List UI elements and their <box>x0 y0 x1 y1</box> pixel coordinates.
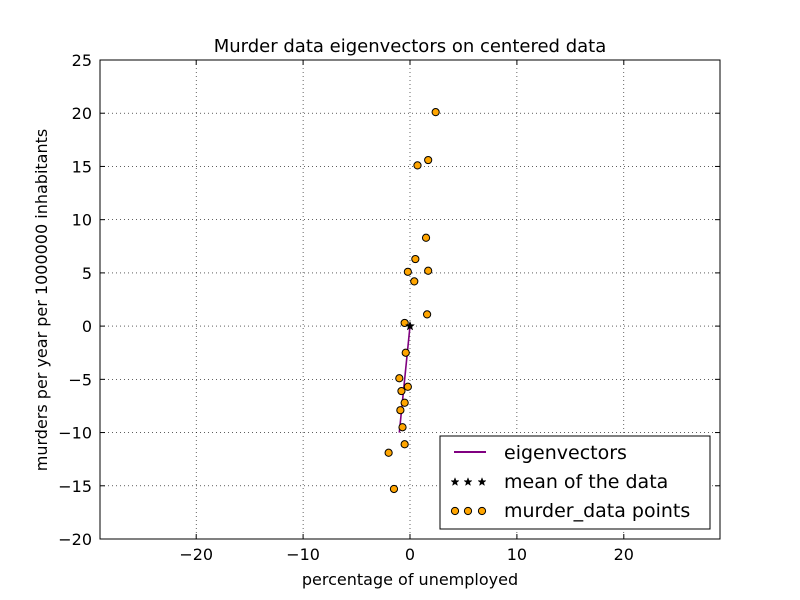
y-tick-label: 15 <box>72 157 92 176</box>
legend-marker-mean <box>450 477 487 487</box>
murder-data-point <box>411 254 420 264</box>
murder-data-point <box>397 386 406 396</box>
mean-marker-series <box>404 320 416 331</box>
y-tick-label: 25 <box>72 51 92 70</box>
legend-dot <box>450 506 460 516</box>
murder-data-point <box>423 310 432 319</box>
mean-marker <box>404 320 416 331</box>
y-tick-label: 10 <box>72 211 92 230</box>
x-axis-label: percentage of unemployed <box>302 570 518 589</box>
legend-label-points: murder_data points <box>504 500 690 522</box>
murder-data-point <box>398 423 407 432</box>
y-tick-label: 5 <box>82 264 92 283</box>
y-tick-label: 20 <box>72 104 92 123</box>
y-axis-label: murders per year per 1000000 inhabitants <box>32 129 51 471</box>
eigenvector-series <box>398 326 411 433</box>
legend-star <box>477 477 487 487</box>
murder-data-point <box>424 266 433 275</box>
chart-title: Murder data eigenvectors on centered dat… <box>214 36 607 57</box>
legend-star <box>463 477 473 487</box>
murder-data-point <box>389 484 399 494</box>
y-tick-label: 0 <box>82 317 92 336</box>
eigenvector-line <box>398 326 411 433</box>
murder-data-point <box>421 233 431 242</box>
legend-label-eigenvectors: eigenvectors <box>504 442 627 464</box>
murder-data-point <box>395 374 404 383</box>
murder-data-points <box>384 108 440 494</box>
murder-data-point <box>403 267 412 276</box>
x-tick-label: 20 <box>614 545 634 564</box>
murder-data-point <box>400 440 409 449</box>
x-tick-label: 10 <box>507 545 527 564</box>
legend-dot <box>463 506 473 516</box>
y-tick-label: −10 <box>58 424 92 443</box>
legend-label-mean: mean of the data <box>504 471 668 493</box>
legend-dot <box>477 506 487 516</box>
x-axis-ticks: −20 −10 0 10 20 <box>179 60 634 564</box>
y-tick-label: −20 <box>58 530 92 549</box>
y-tick-label: −15 <box>58 477 92 496</box>
murder-data-point <box>410 277 419 286</box>
x-tick-label: −20 <box>179 545 213 564</box>
legend-marker-points <box>450 506 487 516</box>
y-tick-label: −5 <box>68 370 92 389</box>
legend: eigenvectors mean of the data murder_dat… <box>439 435 711 530</box>
murder-data-point <box>424 155 433 165</box>
murder-data-point <box>431 108 440 117</box>
murder-data-point <box>413 161 422 170</box>
legend-star <box>450 477 460 487</box>
x-tick-label: −10 <box>286 545 320 564</box>
murder-data-point <box>396 406 405 415</box>
murder-data-point <box>403 382 412 391</box>
murder-data-point <box>401 348 410 357</box>
x-tick-label: 0 <box>405 545 415 564</box>
y-axis-ticks: −20 −15 −10 −5 0 5 10 15 20 25 <box>58 51 720 549</box>
murder-data-point <box>400 398 409 407</box>
murder-data-point <box>384 448 393 457</box>
